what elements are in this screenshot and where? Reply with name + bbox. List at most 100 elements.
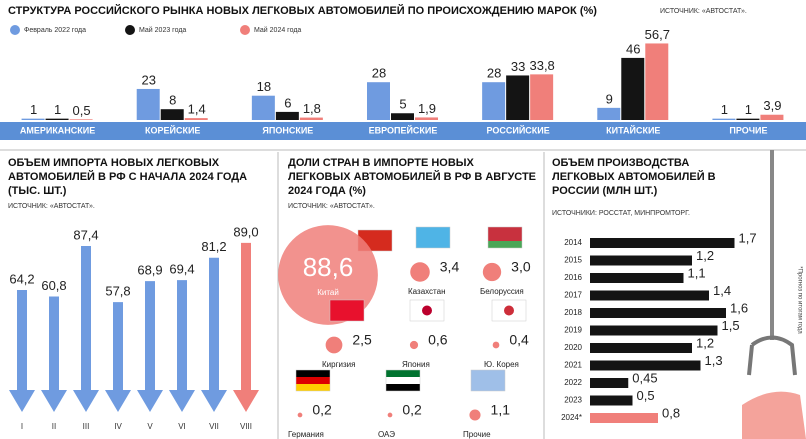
chart: Февраль 2022 годаМай 2023 годаМай 2024 г… <box>0 0 806 439</box>
value-label: 68,9 <box>137 263 162 278</box>
value-label: 46 <box>626 41 640 56</box>
flag <box>488 241 522 248</box>
flag <box>488 234 522 241</box>
category-label: Казахстан <box>408 287 446 296</box>
flag <box>296 370 330 377</box>
y-tick-label: 2016 <box>564 273 582 282</box>
value-label: 28 <box>487 66 501 81</box>
value-label: 1,1 <box>491 402 511 418</box>
source: ИСТОЧНИК: «АВТОСТАТ». <box>660 8 747 15</box>
y-tick-label: 2020 <box>564 343 582 352</box>
bar <box>506 75 529 120</box>
value-label: 0,2 <box>312 402 332 418</box>
bar <box>597 108 620 120</box>
flag <box>416 227 450 234</box>
bubble <box>388 413 393 418</box>
arrow-bar <box>169 280 195 412</box>
flag <box>358 230 392 237</box>
bar <box>590 413 658 423</box>
value-label: 0,2 <box>402 402 422 418</box>
bar <box>590 343 692 353</box>
category-label: Белоруссия <box>480 287 524 296</box>
arrow-bar <box>137 281 163 412</box>
bar <box>590 291 709 301</box>
x-tick-label: АМЕРИКАНСКИЕ <box>20 125 95 135</box>
arrow-bar <box>233 243 259 412</box>
bar <box>276 112 299 120</box>
flag <box>330 314 364 321</box>
value-label: 0,45 <box>632 370 657 385</box>
value-label: 33 <box>511 59 525 74</box>
bar <box>530 74 553 120</box>
bar <box>252 96 275 120</box>
value-label: 89,0 <box>233 224 258 239</box>
value-label: 1,8 <box>303 101 321 116</box>
flag <box>330 300 364 307</box>
value-label: 0,8 <box>662 405 680 420</box>
x-tick-label: КОРЕЙСКИЕ <box>145 124 200 135</box>
bar <box>22 119 45 120</box>
value-label: 6 <box>284 95 291 110</box>
value-label: 3,9 <box>763 98 781 113</box>
x-tick-label: V <box>147 422 153 431</box>
footnote: *Прогноз по итогам года <box>796 266 802 334</box>
x-tick-label: II <box>52 422 56 431</box>
x-tick-label: III <box>83 422 90 431</box>
flag <box>386 370 420 377</box>
category-label: Прочие <box>463 430 491 439</box>
value-label: 69,4 <box>169 262 194 277</box>
flag <box>416 241 450 248</box>
arrow-bar <box>41 296 67 412</box>
bar <box>161 109 184 120</box>
category-label: ОАЭ <box>378 430 395 439</box>
chart-title: ОБЪЕМ ПРОИЗВОДСТВА ЛЕГКОВЫХ АВТОМОБИЛЕЙ … <box>552 156 752 198</box>
value-label: 0,5 <box>73 103 91 118</box>
bar <box>46 119 69 120</box>
value-label: 3,4 <box>440 259 460 275</box>
bar <box>590 238 735 248</box>
infographic: Февраль 2022 годаМай 2023 годаМай 2024 г… <box>0 0 806 439</box>
value-label: 1,4 <box>713 283 731 298</box>
flag <box>330 307 364 314</box>
category-label: Япония <box>402 360 430 369</box>
value-label: 9 <box>606 91 613 106</box>
value-label: 64,2 <box>9 271 34 286</box>
x-tick-label: ЕВРОПЕЙСКИЕ <box>369 124 438 135</box>
bar <box>590 378 628 388</box>
flag <box>471 384 505 391</box>
value-label: 1,1 <box>688 265 706 280</box>
bar <box>367 82 390 120</box>
bar <box>645 43 668 120</box>
value-label: 33,8 <box>529 58 554 73</box>
value-label: 0,4 <box>509 332 529 348</box>
source: ИСТОЧНИК: «АВТОСТАТ». <box>288 203 375 210</box>
bubble <box>410 341 418 349</box>
flag <box>488 227 522 234</box>
legend-marker <box>10 25 20 35</box>
y-tick-label: 2021 <box>564 361 582 370</box>
bubble <box>493 342 500 349</box>
value-label: 1 <box>30 102 37 117</box>
value-label: 1,7 <box>739 230 757 245</box>
value-label: 1 <box>721 102 728 117</box>
x-tick-label: IV <box>114 422 122 431</box>
bar <box>712 119 735 120</box>
bar <box>590 273 684 283</box>
x-tick-label: I <box>21 422 23 431</box>
x-tick-label: VII <box>209 422 219 431</box>
value-label: 56,7 <box>645 27 670 42</box>
legend-marker <box>125 25 135 35</box>
category-label: Ю. Корея <box>484 360 519 369</box>
bubble <box>326 337 343 354</box>
y-tick-label: 2023 <box>564 396 582 405</box>
value-label: 60,8 <box>41 278 66 293</box>
value-label: 1,9 <box>418 101 436 116</box>
value-label: 1,2 <box>696 248 714 263</box>
x-tick-label: ЯПОНСКИЕ <box>262 125 313 135</box>
bar <box>137 89 160 120</box>
value-label: 1,2 <box>696 335 714 350</box>
value-label: 28 <box>372 66 386 81</box>
chart-title: ДОЛИ СТРАН В ИМПОРТЕ НОВЫХ ЛЕГКОВЫХ АВТО… <box>288 156 538 198</box>
value-label: 1 <box>54 102 61 117</box>
legend-label: Май 2023 года <box>139 26 186 34</box>
